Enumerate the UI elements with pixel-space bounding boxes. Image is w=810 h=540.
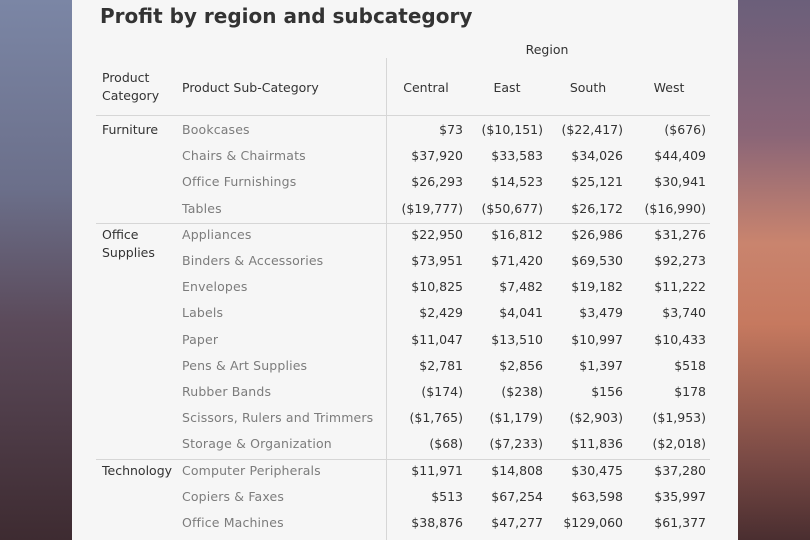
category-label: Technology: [102, 462, 173, 478]
profit-cell: $129,060: [563, 515, 623, 530]
profit-cell: $11,222: [654, 279, 706, 295]
profit-cell: $26,986: [571, 226, 623, 242]
header-region-central: Central: [403, 80, 449, 95]
profit-cell: $69,530: [571, 253, 623, 268]
profit-cell: $19,182: [571, 279, 623, 295]
profit-cell: $26,172: [571, 200, 623, 216]
profit-cell: $16,812: [491, 226, 543, 242]
subcategory-label: Computer Peripherals: [182, 462, 321, 478]
subcategory-label: Chairs & Chairmats: [182, 148, 306, 164]
profit-cell: ($676): [664, 122, 706, 137]
profit-cell: $513: [431, 488, 463, 504]
subcategory-label: Rubber Bands: [182, 384, 272, 399]
profit-cell: $31,276: [654, 226, 706, 242]
profit-cell: $67,254: [491, 488, 543, 504]
profit-cell: $92,273: [654, 253, 706, 268]
profit-cell: $14,523: [491, 174, 543, 190]
subcategory-label: Binders & Accessories: [182, 253, 324, 268]
profit-cell: $30,475: [571, 462, 623, 478]
table-panel: Profit by region and subcategory Region …: [72, 0, 738, 540]
header-product-category: Product Category: [102, 70, 160, 103]
row-header-divider: [386, 58, 387, 540]
subcategory-label: Storage & Organization: [182, 436, 332, 452]
profit-cell: $61,377: [654, 515, 706, 530]
profit-cell: $10,997: [571, 331, 623, 347]
profit-cell: $63,598: [571, 488, 623, 504]
profit-cell: ($1,765): [409, 410, 464, 426]
profit-cell: $37,280: [654, 462, 706, 478]
subcategory-label: Office Furnishings: [182, 174, 297, 190]
profit-cell: ($2,903): [569, 410, 624, 426]
subcategory-label: Labels: [182, 305, 224, 321]
chart-title: Profit by region and subcategory: [100, 4, 473, 28]
profit-cell: $73: [439, 122, 463, 137]
subcategory-label: Envelopes: [182, 279, 248, 295]
profit-cell: $3,740: [662, 305, 706, 321]
profit-cell: $4,041: [499, 305, 543, 321]
background-left: [0, 0, 72, 540]
profit-cell: $30,941: [654, 174, 706, 190]
profit-cell: ($1,953): [652, 410, 707, 426]
profit-cell: $2,429: [419, 305, 463, 321]
profit-cell: $2,781: [419, 357, 463, 373]
subcategory-label: Appliances: [182, 226, 252, 242]
subcategory-label: Paper: [182, 331, 219, 347]
group-divider: [96, 459, 710, 461]
profit-cell: $22,950: [411, 226, 463, 242]
profit-cell: $178: [674, 384, 706, 399]
header-divider: [96, 115, 710, 116]
profit-cell: $2,856: [499, 357, 543, 373]
profit-cell: $11,047: [411, 331, 463, 347]
header-region-east: East: [493, 80, 521, 95]
profit-cell: $11,971: [411, 462, 463, 478]
profit-cell: ($174): [421, 384, 463, 399]
category-label: Office Supplies: [102, 226, 155, 260]
profit-cell: ($19,777): [401, 200, 463, 216]
profit-cell: $518: [674, 357, 706, 373]
header-region-south: South: [569, 80, 607, 95]
profit-cell: $3,479: [579, 305, 623, 321]
header-product-sub-category: Product Sub-Category: [182, 80, 319, 95]
profit-cell: ($16,990): [644, 200, 706, 216]
profit-cell: ($7,233): [489, 436, 544, 452]
subcategory-label: Tables: [182, 200, 222, 216]
profit-cell: ($68): [429, 436, 463, 452]
subcategory-label: Scissors, Rulers and Trimmers: [182, 410, 374, 426]
profit-cell: $10,433: [654, 331, 706, 347]
header-region-west: West: [653, 80, 685, 95]
profit-cell: ($22,417): [561, 122, 623, 137]
profit-cell: ($2,018): [652, 436, 707, 452]
subcategory-label: Bookcases: [182, 122, 250, 137]
profit-cell: $71,420: [491, 253, 543, 268]
profit-cell: ($238): [501, 384, 543, 399]
profit-cell: $35,997: [654, 488, 706, 504]
profit-cell: $37,920: [411, 148, 463, 164]
profit-cell: $25,121: [571, 174, 623, 190]
profit-cell: $44,409: [654, 148, 706, 164]
region-column-group-label: Region: [525, 42, 569, 57]
profit-cell: ($1,179): [489, 410, 544, 426]
profit-cell: $13,510: [491, 331, 543, 347]
background-right: [738, 0, 810, 540]
profit-cell: $7,482: [499, 279, 543, 295]
profit-cell: $11,836: [571, 436, 623, 452]
profit-cell: $33,583: [491, 148, 543, 164]
profit-cell: $26,293: [411, 174, 463, 190]
profit-cell: $38,876: [411, 515, 463, 530]
profit-cell: $14,808: [491, 462, 543, 478]
profit-cell: $73,951: [411, 253, 463, 268]
profit-cell: ($50,677): [481, 200, 543, 216]
subcategory-label: Office Machines: [182, 515, 284, 530]
category-label: Furniture: [102, 122, 159, 137]
group-divider: [96, 223, 710, 225]
subcategory-label: Copiers & Faxes: [182, 488, 284, 504]
profit-cell: $10,825: [411, 279, 463, 295]
profit-cell: $156: [591, 384, 623, 399]
subcategory-label: Pens & Art Supplies: [182, 357, 308, 373]
profit-cell: $34,026: [571, 148, 623, 164]
profit-cell: ($10,151): [481, 122, 543, 137]
profit-cell: $47,277: [491, 515, 543, 530]
profit-cell: $1,397: [579, 357, 623, 373]
